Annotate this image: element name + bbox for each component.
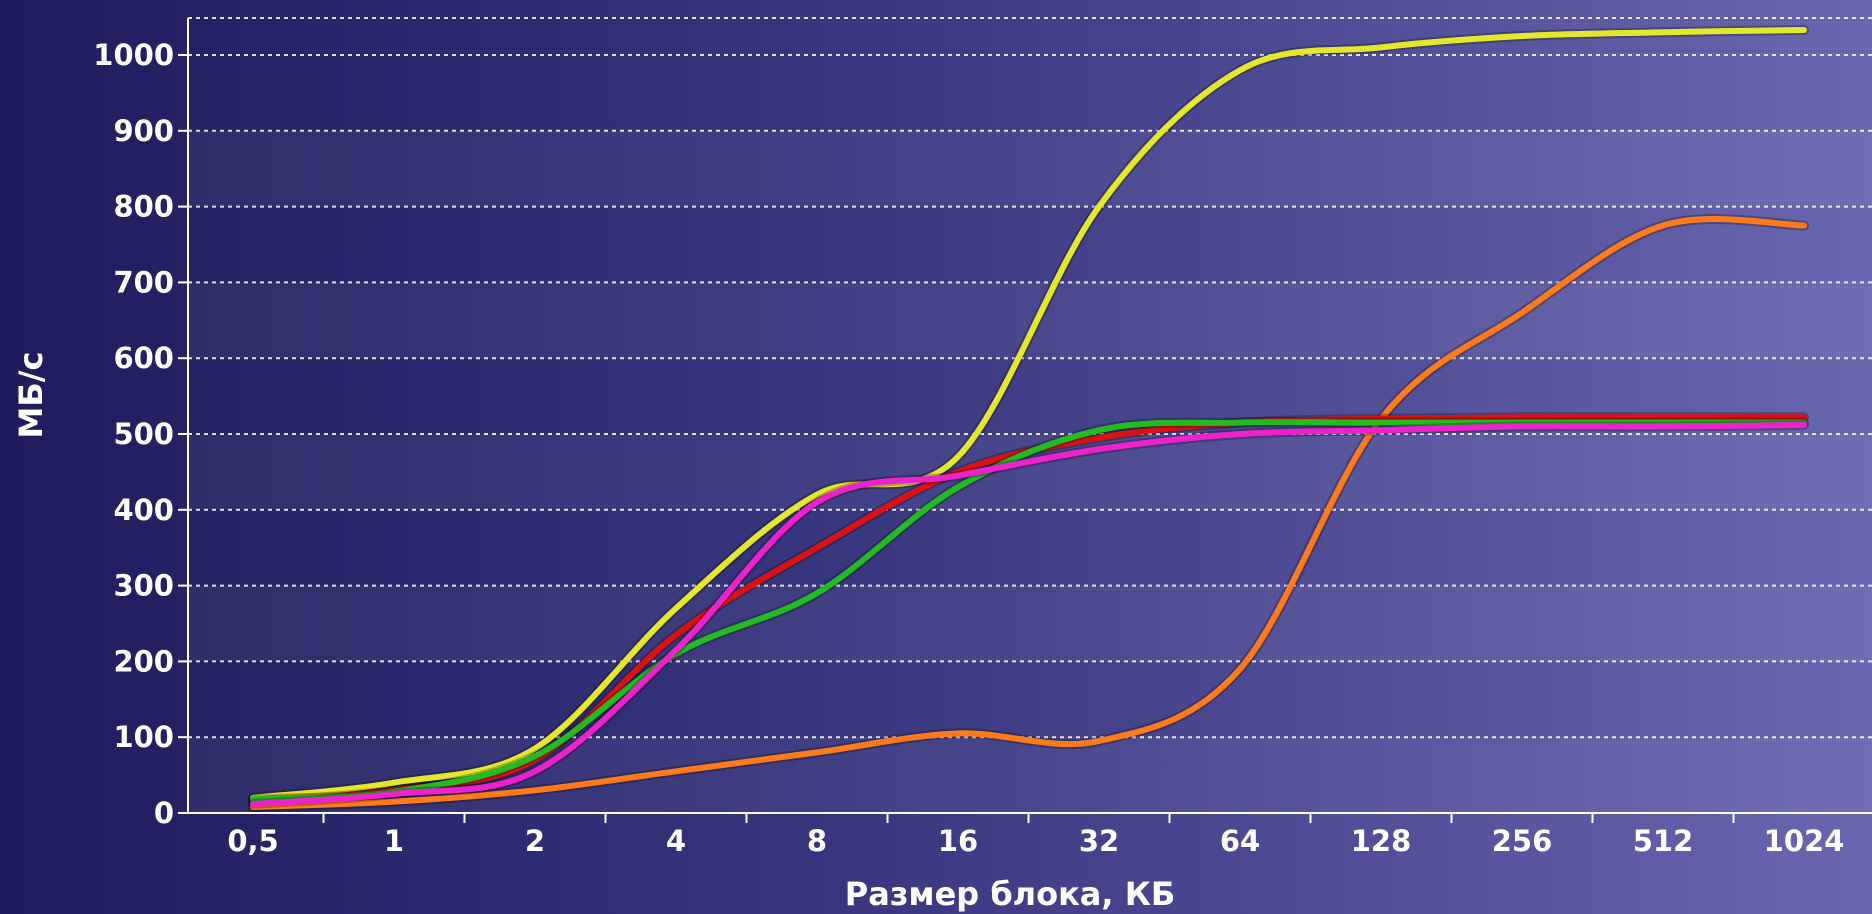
y-tick-label: 800 (113, 190, 174, 224)
y-tick-label: 400 (113, 493, 174, 527)
x-tick-label: 1024 (1764, 824, 1845, 858)
series-3 (248, 412, 1809, 807)
plot-band (188, 130, 1872, 207)
x-tick-label: 0,5 (227, 824, 278, 858)
y-tick-label: 300 (113, 569, 174, 603)
y-tick-label: 100 (113, 720, 174, 754)
plot-band (188, 585, 1872, 662)
series-line (250, 414, 1807, 805)
y-tick-label: 600 (113, 341, 174, 375)
y-axis-title: МБ/с (12, 352, 50, 439)
y-tick-label: 0 (154, 796, 174, 830)
y-tick-label: 1000 (93, 38, 174, 72)
x-tick-label: 16 (938, 824, 978, 858)
series-line (250, 216, 1807, 810)
series-line (250, 421, 1807, 807)
x-tick-label: 2 (525, 824, 545, 858)
x-tick-label: 256 (1492, 824, 1553, 858)
plot-band (188, 282, 1872, 359)
x-tick-label: 8 (807, 824, 827, 858)
x-tick-label: 64 (1220, 824, 1260, 858)
series-5 (248, 419, 1809, 809)
y-tick-label: 700 (113, 265, 174, 299)
y-tick-label: 200 (113, 644, 174, 678)
series-line (250, 27, 1807, 801)
x-tick-label: 128 (1351, 824, 1412, 858)
x-tick-label: 512 (1633, 824, 1694, 858)
y-tick-label: 900 (113, 114, 174, 148)
x-tick-label: 32 (1079, 824, 1119, 858)
x-axis-title: Размер блока, КБ (845, 875, 1175, 913)
y-tick-label: 500 (113, 417, 174, 451)
x-tick-label: 1 (384, 824, 404, 858)
series-1 (248, 25, 1809, 803)
plot-band (188, 434, 1872, 510)
series-2 (248, 214, 1809, 812)
x-tick-label: 4 (666, 824, 686, 858)
